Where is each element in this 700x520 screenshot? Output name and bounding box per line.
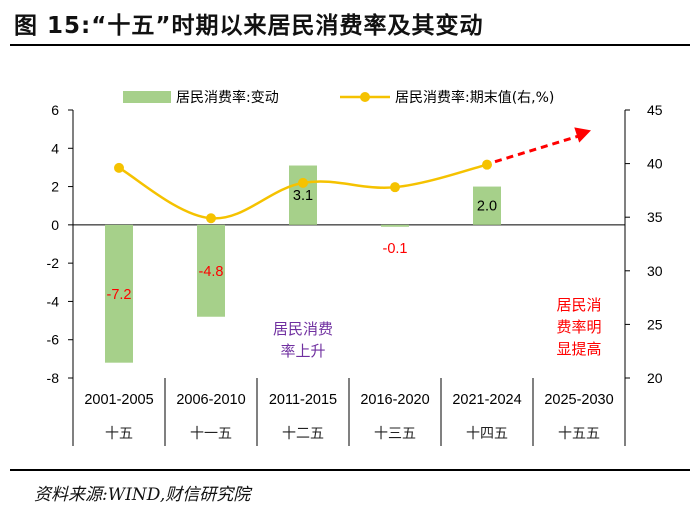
- left-tick-label: -6: [47, 332, 60, 348]
- bar-data-label: -4.8: [199, 264, 224, 280]
- bar-十二五: [289, 165, 317, 225]
- right-tick-label: 30: [647, 263, 663, 279]
- bar-data-label: 3.1: [293, 188, 313, 204]
- legend: 居民消费率:变动 居民消费率:期末值(右,%): [123, 89, 554, 106]
- category-label: 2016-2020: [360, 392, 429, 408]
- line-point: [206, 213, 216, 224]
- legend-bar-swatch: [123, 91, 171, 103]
- legend-bar-label: 居民消费率:变动: [176, 89, 279, 106]
- bars: [105, 165, 501, 363]
- line-point: [298, 177, 308, 188]
- bar-data-label: -7.2: [107, 287, 132, 303]
- left-tick-label: -2: [47, 255, 60, 271]
- legend-line-marker: [360, 92, 370, 102]
- annotation-text: 费率明: [556, 318, 601, 336]
- right-tick-label: 35: [647, 209, 663, 225]
- plan-label: 十五五: [558, 426, 600, 442]
- right-tick-label: 20: [647, 370, 663, 386]
- x-axis: 2001-2005 2006-2010 2011-2015 2016-2020 2021…: [72, 378, 626, 446]
- bar-data-label: 2.0: [477, 199, 497, 215]
- title-rule: [10, 44, 690, 46]
- bar-data-label: -0.1: [383, 241, 408, 257]
- annotation-text: 居民消费: [273, 320, 333, 338]
- bar-十五: [105, 224, 133, 363]
- line-point: [482, 159, 492, 170]
- category-label: 2025-2030: [544, 392, 613, 408]
- annotation-text: 率上升: [280, 342, 325, 360]
- left-tick-label: 4: [51, 140, 59, 156]
- right-tick-label: 45: [647, 102, 663, 118]
- source-rule: [10, 469, 690, 471]
- source-note: 资料来源:WIND,财信研究院: [34, 485, 251, 505]
- line-point: [390, 182, 400, 193]
- plan-label: 十一五: [190, 426, 232, 442]
- right-tick-label: 25: [647, 316, 663, 332]
- category-label: 2021-2024: [452, 392, 521, 408]
- left-tick-label: 6: [51, 102, 59, 118]
- category-label: 2001-2005: [84, 392, 153, 408]
- right-tick-label: 40: [647, 156, 663, 172]
- left-tick-label: 2: [51, 179, 59, 195]
- legend-line-label: 居民消费率:期末值(右,%): [395, 89, 554, 106]
- axes: -8 -6 -4 -2 0 2 4 6 20 25 30 35 40 45: [47, 102, 663, 386]
- category-label: 2006-2010: [176, 392, 245, 408]
- line-point: [114, 162, 124, 173]
- chart-title: 图 15:“十五”时期以来居民消费率及其变动: [14, 13, 484, 39]
- plan-label: 十四五: [466, 426, 508, 442]
- plan-label: 十二五: [282, 426, 324, 442]
- left-tick-label: 0: [51, 217, 59, 233]
- plan-label: 十五: [105, 426, 133, 442]
- projection-arrow-shaft: [494, 133, 582, 164]
- plan-label: 十三五: [374, 426, 416, 442]
- annotation-text: 显提高: [556, 340, 601, 358]
- bar-十四五: [473, 186, 501, 225]
- bar-十三五: [381, 224, 409, 227]
- annotation-text: 居民消: [556, 296, 601, 314]
- bar-十一五: [197, 224, 225, 317]
- category-label: 2011-2015: [269, 392, 337, 408]
- projection-arrow-head: [574, 127, 591, 143]
- left-tick-label: -4: [47, 293, 60, 309]
- line-series: [114, 127, 591, 224]
- data-labels: -7.2 -4.8 3.1 -0.1 2.0: [107, 188, 498, 303]
- left-tick-label: -8: [47, 370, 60, 386]
